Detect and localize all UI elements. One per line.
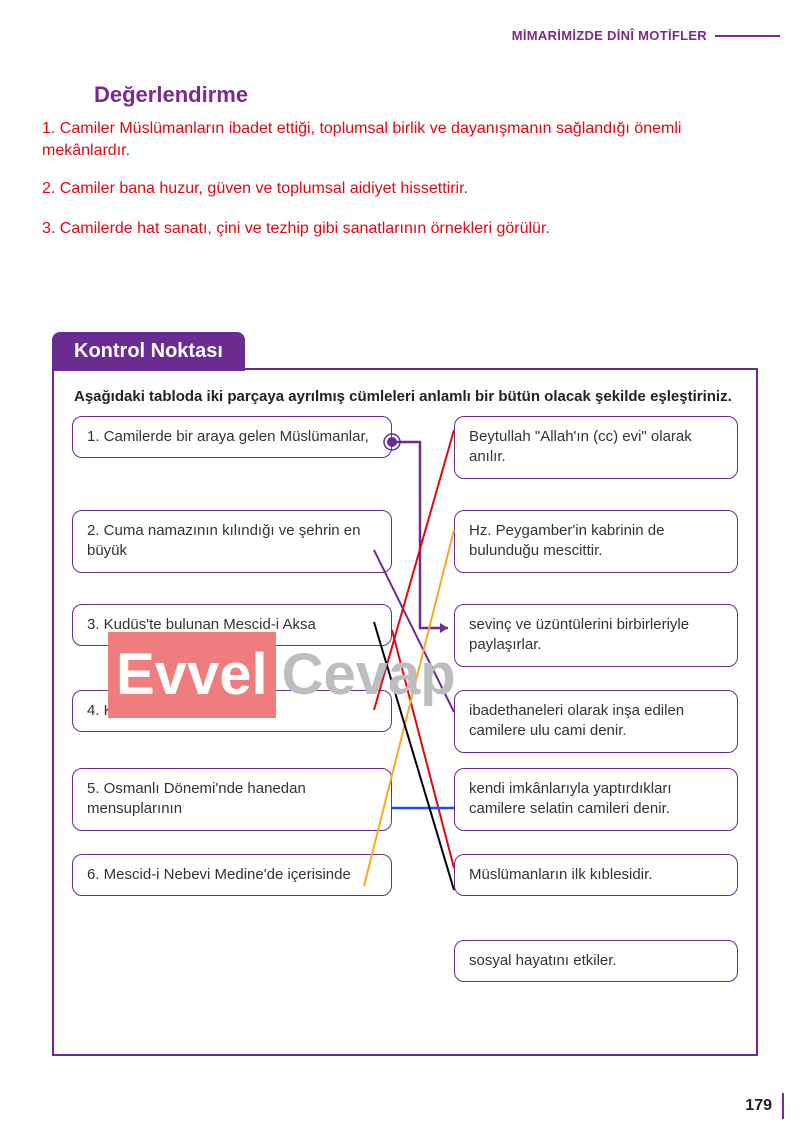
right-item-7: sosyal hayatını etkiler. — [454, 940, 738, 982]
answer-3: 3. Camilerde hat sanatı, çini ve tezhip … — [42, 218, 762, 240]
answer-1: 1. Camiler Müslümanların ibadet ettiği, … — [42, 118, 762, 161]
evaluation-title: Değerlendirme — [94, 82, 248, 108]
page-bar — [782, 1093, 784, 1119]
left-item-4: 4. Kâbe, Kur'an-ı Kerim'de — [72, 690, 392, 732]
page-number: 179 — [745, 1097, 772, 1115]
left-item-5: 5. Osmanlı Dönemi'nde hanedan mensupları… — [72, 768, 392, 831]
right-item-5: kendi imkânlarıyla yaptırdıkları camiler… — [454, 768, 738, 831]
left-item-3: 3. Kudüs'te bulunan Mescid-i Aksa — [72, 604, 392, 646]
left-item-1: 1. Camilerde bir araya gelen Müslümanlar… — [72, 416, 392, 458]
left-item-2: 2. Cuma namazının kılındığı ve şehrin en… — [72, 510, 392, 573]
answer-2: 2. Camiler bana huzur, güven ve toplumsa… — [42, 178, 762, 200]
left-item-6: 6. Mescid-i Nebevi Medine'de içerisinde — [72, 854, 392, 896]
right-item-4: ibadethaneleri olarak inşa edilen camile… — [454, 690, 738, 753]
header-line — [715, 35, 780, 37]
right-item-2: Hz. Peygamber'in kabrinin de bulunduğu m… — [454, 510, 738, 573]
right-item-3: sevinç ve üzüntülerini birbirleriyle pay… — [454, 604, 738, 667]
page-header: MİMARİMİZDE DİNÎ MOTİFLER — [512, 28, 780, 43]
kontrol-instruction: Aşağıdaki tabloda iki parçaya ayrılmış c… — [74, 388, 736, 405]
kontrol-tab: Kontrol Noktası — [52, 332, 245, 371]
header-title: MİMARİMİZDE DİNÎ MOTİFLER — [512, 28, 707, 43]
kontrol-panel: Kontrol Noktası Aşağıdaki tabloda iki pa… — [52, 368, 758, 1056]
right-item-1: Beytullah "Allah'ın (cc) evi" olarak anı… — [454, 416, 738, 479]
right-item-6: Müslümanların ilk kıblesidir. — [454, 854, 738, 896]
